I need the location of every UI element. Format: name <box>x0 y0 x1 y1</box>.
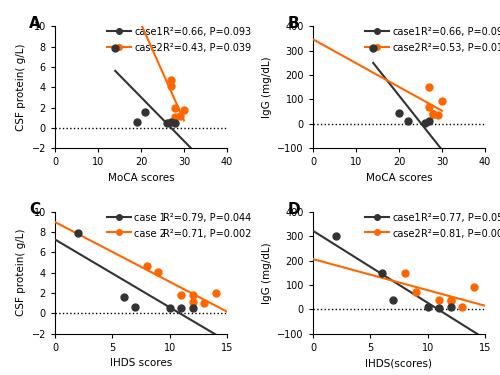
Point <box>167 77 175 83</box>
Y-axis label: CSF protein( g/L): CSF protein( g/L) <box>16 229 26 316</box>
Point <box>395 110 403 116</box>
Point <box>172 120 179 126</box>
Text: case1: case1 <box>392 213 420 223</box>
Text: R²=0.79, P=0.044: R²=0.79, P=0.044 <box>164 213 252 223</box>
Text: B: B <box>287 16 299 32</box>
Point <box>378 270 386 276</box>
Text: case2: case2 <box>392 229 421 239</box>
Point <box>74 230 82 236</box>
X-axis label: MoCA scores: MoCA scores <box>366 173 432 183</box>
Point <box>212 290 220 296</box>
Point <box>438 98 446 104</box>
Point <box>425 104 433 110</box>
Point <box>435 297 443 303</box>
Point <box>430 111 438 117</box>
Text: R²=0.43, P=0.039: R²=0.43, P=0.039 <box>164 44 252 53</box>
Point <box>166 305 173 311</box>
Point <box>177 292 185 298</box>
Point <box>172 114 179 120</box>
Point <box>435 305 443 311</box>
Point <box>390 297 398 303</box>
Point <box>180 106 188 112</box>
Text: A: A <box>29 16 41 32</box>
Point <box>188 305 196 311</box>
Text: R²=0.66, P=0.096: R²=0.66, P=0.096 <box>422 27 500 38</box>
Point <box>412 289 420 295</box>
Point <box>421 120 429 126</box>
Point <box>163 120 171 126</box>
Point <box>458 304 466 310</box>
Y-axis label: IgG (mg/dL): IgG (mg/dL) <box>262 57 272 118</box>
Point <box>111 45 119 51</box>
Text: R²=0.66, P=0.093: R²=0.66, P=0.093 <box>164 27 252 38</box>
Point <box>434 112 442 118</box>
Point <box>446 297 454 303</box>
Point <box>120 294 128 300</box>
Point <box>188 299 196 305</box>
Point <box>200 300 208 306</box>
Point <box>470 284 478 290</box>
Text: R²=0.53, P=0.017: R²=0.53, P=0.017 <box>422 44 500 53</box>
Point <box>154 269 162 275</box>
Point <box>425 84 433 90</box>
Point <box>446 304 454 310</box>
Point <box>132 304 140 310</box>
Point <box>332 233 340 239</box>
Point <box>425 118 433 124</box>
Point <box>404 118 411 124</box>
Text: case2: case2 <box>134 44 163 53</box>
Text: R²=0.71, P=0.002: R²=0.71, P=0.002 <box>164 229 252 239</box>
Text: case2: case2 <box>392 44 421 53</box>
Text: case1: case1 <box>392 27 420 38</box>
Point <box>369 45 377 51</box>
Y-axis label: CSF protein( g/L): CSF protein( g/L) <box>16 44 26 131</box>
Y-axis label: IgG (mg/dL): IgG (mg/dL) <box>262 242 272 303</box>
Text: case 1: case 1 <box>134 213 166 223</box>
Text: C: C <box>29 202 40 217</box>
Point <box>446 298 454 304</box>
Point <box>400 270 408 276</box>
Point <box>172 105 179 111</box>
Point <box>142 262 150 268</box>
X-axis label: IHDS(scores): IHDS(scores) <box>366 358 432 368</box>
Text: R²=0.77, P=0.050: R²=0.77, P=0.050 <box>422 213 500 223</box>
X-axis label: MoCA scores: MoCA scores <box>108 173 174 183</box>
Point <box>424 304 432 310</box>
Point <box>167 83 175 89</box>
Text: case 2: case 2 <box>134 229 166 239</box>
Point <box>188 292 196 298</box>
X-axis label: IHDS scores: IHDS scores <box>110 358 172 368</box>
Point <box>132 119 140 125</box>
Point <box>176 113 184 119</box>
Text: D: D <box>287 202 300 217</box>
Point <box>177 305 185 311</box>
Text: R²=0.81, P=0.0004: R²=0.81, P=0.0004 <box>422 229 500 239</box>
Point <box>430 111 438 117</box>
Text: case1: case1 <box>134 27 162 38</box>
Point <box>142 109 150 115</box>
Point <box>167 119 175 125</box>
